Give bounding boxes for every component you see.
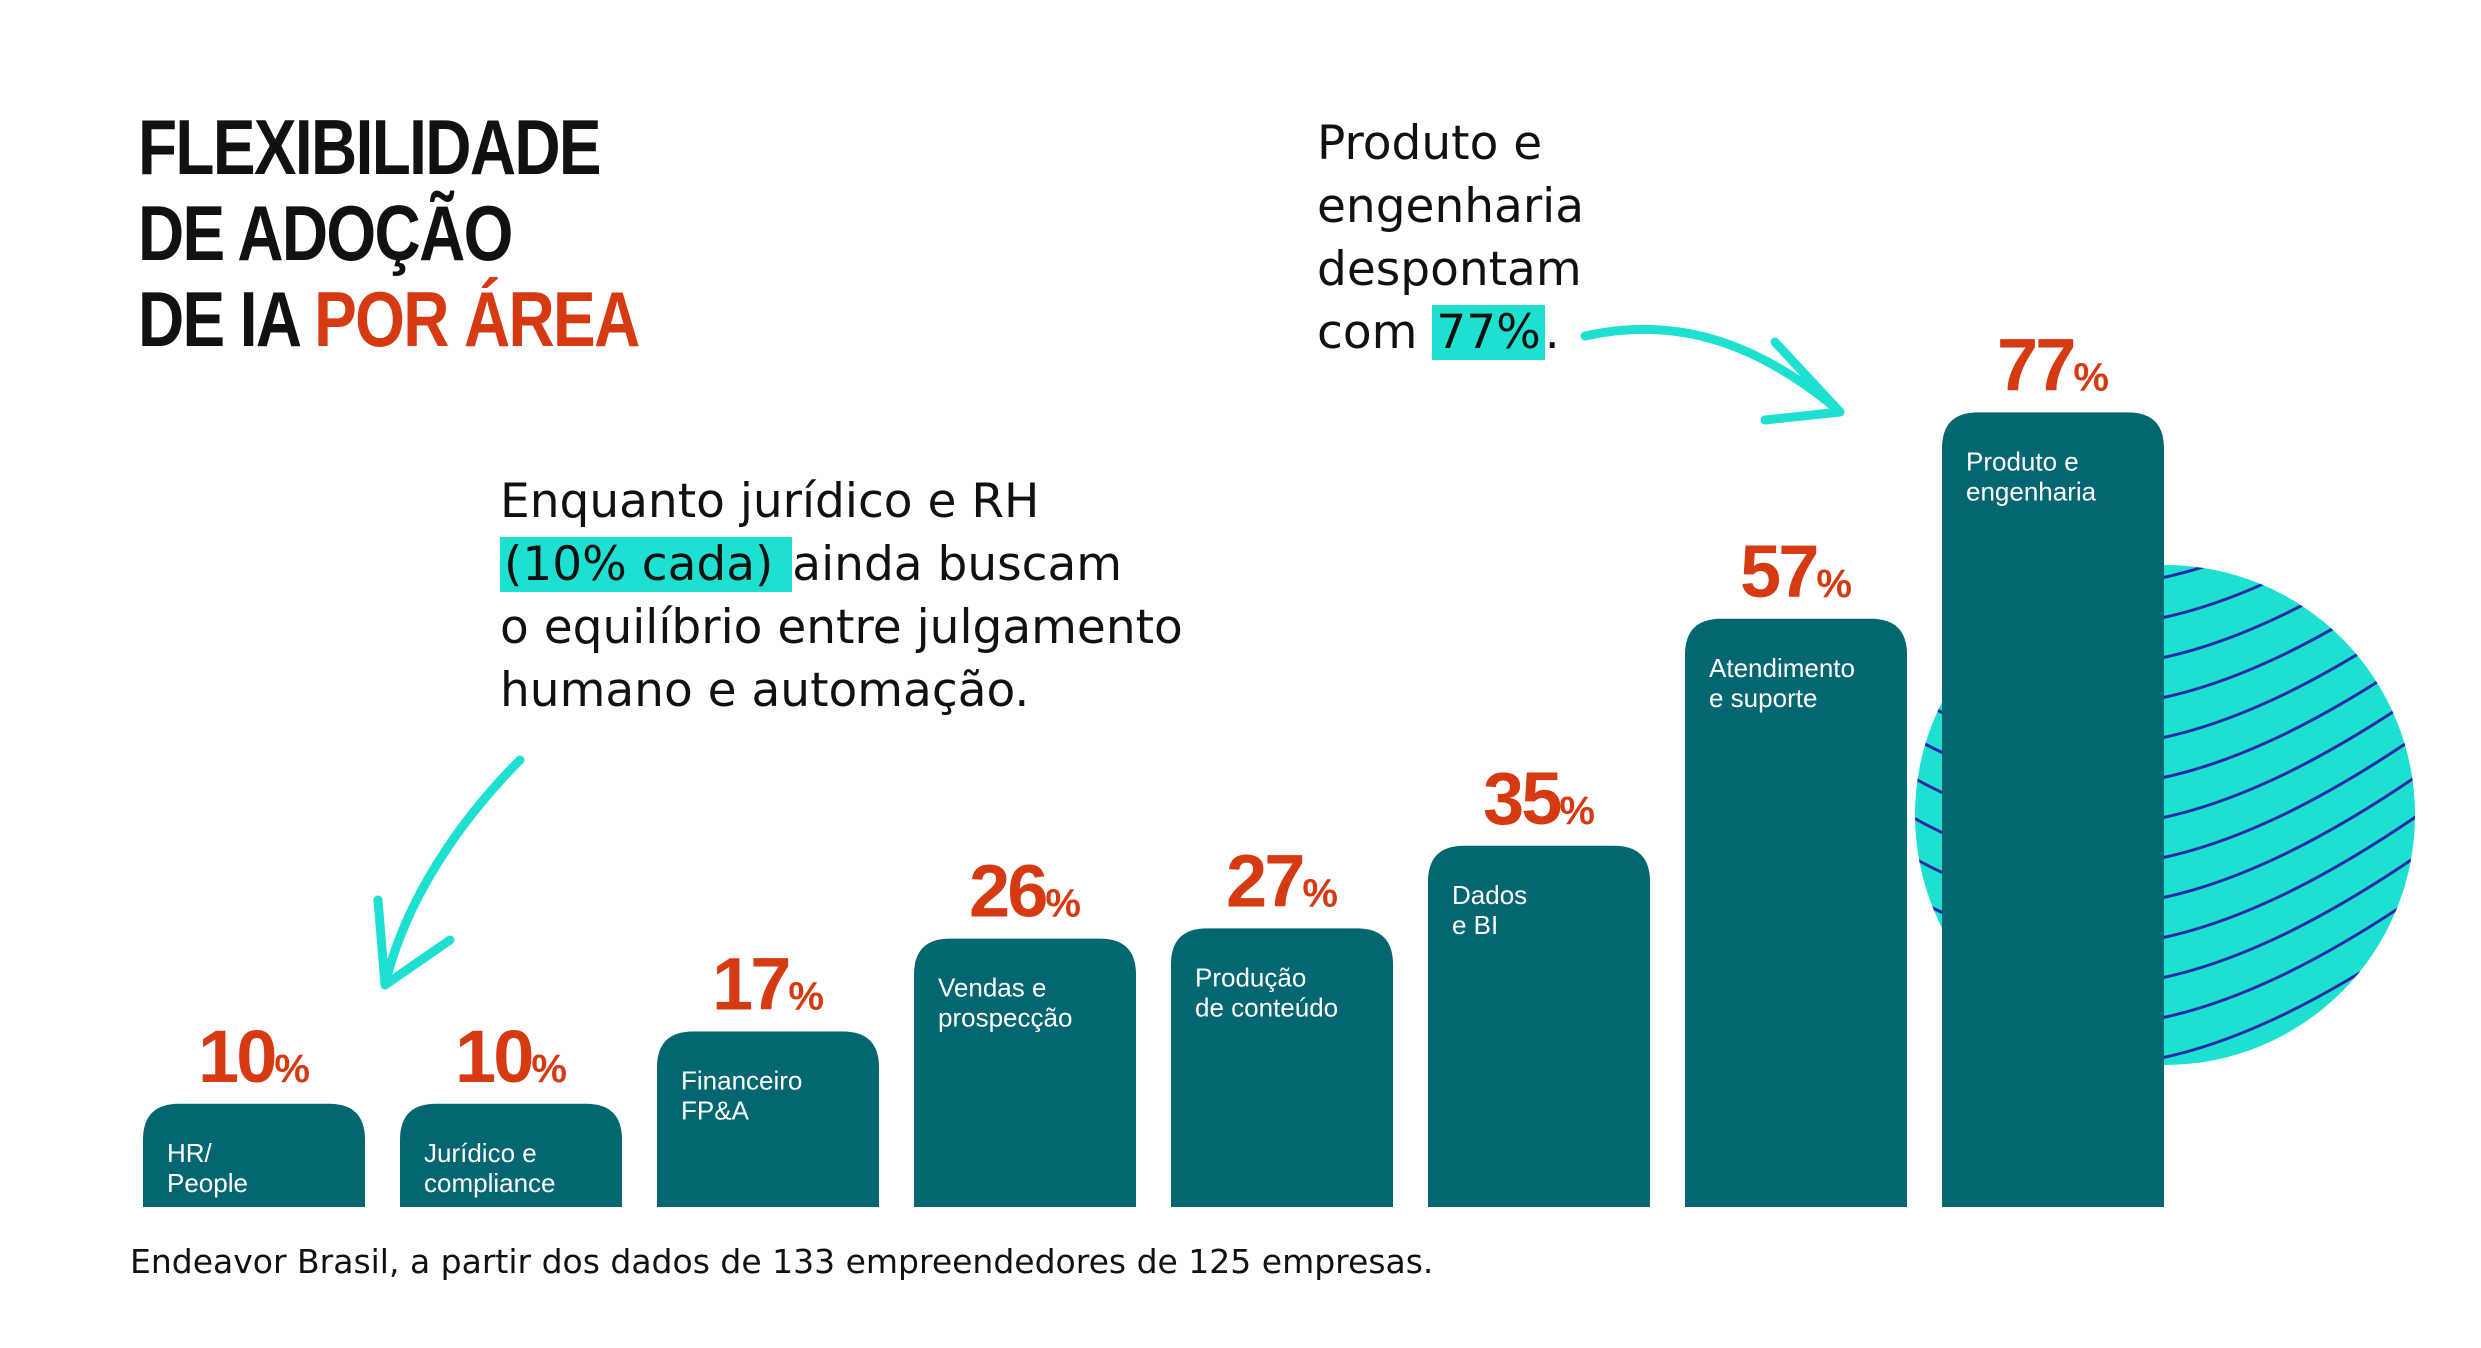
value-number: 27: [1226, 839, 1302, 922]
category-label-line: HR/: [167, 1138, 213, 1168]
category-label: Produção de conteúdo: [1195, 962, 1338, 1022]
callout-top-line-4-suffix: .: [1544, 305, 1560, 360]
category-label-line: e BI: [1452, 910, 1498, 940]
title-line-3-accent: POR ÁREA: [314, 275, 640, 363]
category-label: HR/People: [167, 1138, 248, 1198]
value-number: 17: [712, 943, 788, 1026]
category-label-line: Dados: [1452, 880, 1527, 910]
callout-mid-line-2-suffix: ainda buscam: [792, 537, 1123, 592]
callout-top-line-2: engenharia: [1317, 179, 1585, 234]
category-label: Jurídico e compliance: [424, 1138, 556, 1198]
bar: [400, 1103, 622, 1207]
value-percent: %: [531, 1047, 567, 1091]
bar: [1428, 845, 1650, 1207]
callout-top: Produto e engenharia despontam com 77%.: [1317, 112, 1584, 364]
value-percent: %: [2073, 355, 2109, 399]
value-number: 10: [455, 1015, 532, 1098]
callout-top-highlight: 77%: [1432, 305, 1545, 360]
source-footnote: Endeavor Brasil, a partir dos dados de 1…: [130, 1242, 1434, 1281]
value-percent: %: [1559, 789, 1595, 833]
title-line-3-prefix: DE IA: [138, 275, 315, 363]
callout-mid-line-3: o equilíbrio entre julgamento: [500, 600, 1183, 655]
category-label-line: Produção: [1195, 962, 1306, 992]
category-label: Dados e BI: [1452, 880, 1527, 940]
arrow-to-top-bar-icon: [1580, 324, 1845, 425]
category-label-line: People: [167, 1168, 248, 1198]
bar: [1685, 618, 1907, 1207]
value-label: 77%: [1997, 323, 2109, 406]
value-percent: %: [274, 1047, 310, 1091]
callout-top-line-1: Produto e: [1317, 116, 1543, 171]
category-label-line: Atendimento: [1709, 653, 1855, 683]
value-number: 57: [1740, 530, 1816, 613]
category-label-line: engenharia: [1966, 476, 2097, 506]
value-label: 27%: [1226, 839, 1338, 922]
bar: [1171, 928, 1393, 1207]
category-label-line: compliance: [424, 1168, 556, 1198]
title-line-1: FLEXIBILIDADE: [138, 103, 602, 191]
callout-mid-line-1: Enquanto jurídico e RH: [500, 474, 1040, 529]
category-label-line: prospecção: [938, 1003, 1072, 1033]
category-label-line: e suporte: [1709, 683, 1817, 713]
value-percent: %: [1045, 882, 1081, 926]
value-number: 26: [969, 850, 1046, 933]
category-label-line: Financeiro: [681, 1066, 802, 1096]
category-label: Vendas e prospecção: [938, 973, 1072, 1033]
category-label-line: Produto e: [1966, 446, 2079, 476]
value-label: 26%: [969, 850, 1081, 933]
callout-mid-highlight: (10% cada): [500, 537, 793, 592]
bar: [1942, 412, 2164, 1207]
bar: [143, 1103, 365, 1207]
value-label: 10%: [198, 1015, 310, 1098]
callout-top-line-4-prefix: com: [1317, 305, 1433, 360]
value-number: 10: [198, 1015, 275, 1098]
value-label: 57%: [1740, 530, 1852, 613]
category-label: Atendimento e suporte: [1709, 653, 1855, 713]
callout-middle: Enquanto jurídico e RH (10% cada) ainda …: [500, 470, 1183, 722]
category-label-line: Vendas e: [938, 973, 1046, 1003]
value-label: 17%: [712, 943, 824, 1026]
category-label-line: FP&A: [681, 1096, 750, 1126]
value-number: 35: [1483, 757, 1561, 840]
category-label: Financeiro FP&A: [681, 1066, 802, 1126]
value-percent: %: [788, 975, 824, 1019]
chart-title: FLEXIBILIDADE DE ADOÇÃO DE IA POR ÁREA: [138, 103, 640, 363]
arrow-to-left-bars-icon: [373, 755, 525, 990]
callout-mid-line-4: humano e automação.: [500, 663, 1030, 718]
value-percent: %: [1816, 562, 1852, 606]
category-label-line: Jurídico e: [424, 1138, 537, 1168]
bars-group: HR/People 10% Jurídico e compliance 10% Finan…: [143, 323, 2164, 1207]
category-label-line: de conteúdo: [1195, 992, 1338, 1022]
callout-top-line-3: despontam: [1317, 242, 1582, 297]
value-label: 10%: [455, 1015, 567, 1098]
value-label: 35%: [1483, 757, 1595, 840]
bar: [657, 1031, 879, 1207]
bar: [914, 938, 1136, 1207]
value-percent: %: [1302, 871, 1338, 915]
value-number: 77: [1997, 323, 2073, 406]
title-line-2: DE ADOÇÃO: [138, 189, 513, 277]
category-label: Produto e engenharia: [1966, 446, 2097, 506]
